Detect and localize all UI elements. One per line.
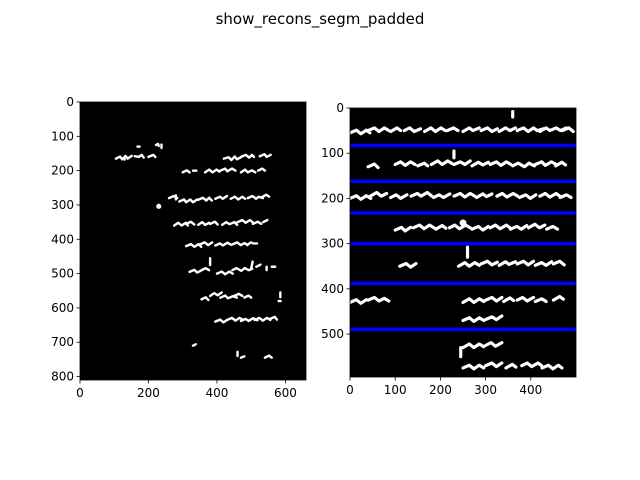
x-tick-label: 300 [474,383,497,397]
handwriting-stroke [461,361,564,371]
handwriting-stroke [156,203,162,209]
y-tick-label: 200 [321,191,344,205]
axes-frame [349,107,577,378]
handwriting-stroke [366,159,568,170]
handwriting-stroke [154,142,163,150]
handwriting-stroke [461,314,504,323]
x-tick-label: 400 [519,383,542,397]
handwriting-stroke [277,291,282,303]
x-tick-label: 100 [384,383,407,397]
y-tick-label: 400 [321,282,344,296]
handwriting-ink [350,110,575,371]
handwriting-stroke [114,153,157,161]
handwriting-stroke [350,126,575,136]
y-tick-label: 500 [51,267,74,281]
y-tick-label: 500 [321,327,344,341]
y-tick-label: 700 [51,335,74,349]
y-tick-label: 400 [51,232,74,246]
figure-title: show_recons_segm_padded [216,10,425,29]
handwriting-stroke [178,193,271,204]
image-background [80,102,306,380]
y-tick-label: 200 [51,164,74,178]
x-tick-label: 200 [429,383,452,397]
y-tick-label: 300 [321,237,344,251]
handwriting-stroke [461,341,504,350]
handwriting-stroke [188,266,211,274]
x-tick-label: 0 [346,383,354,397]
handwriting-stroke [215,260,277,276]
handwriting-stroke [263,354,273,359]
handwriting-stroke [459,219,467,227]
handwriting-stroke [222,152,272,162]
handwriting-stroke [184,241,259,249]
y-tick-label: 600 [51,301,74,315]
handwriting-stroke [172,220,239,227]
y-tick-label: 0 [66,95,74,109]
handwriting-stroke [167,194,179,201]
handwriting-stroke [181,167,237,174]
x-tick-label: 0 [76,386,84,400]
y-tick-label: 800 [51,370,74,384]
x-tick-label: 400 [206,386,229,400]
axes-frame [79,101,307,381]
y-tick-label: 100 [51,129,74,143]
y-tick-label: 100 [321,146,344,160]
x-tick-label: 200 [137,386,160,400]
left-image-panel: 0 200 400 600 0 100 200 300 400 500 600 700 800 [51,95,307,400]
handwriting-ink [114,142,282,359]
x-tick-label: 600 [274,386,297,400]
handwriting-stroke [350,190,573,201]
handwriting-stroke [236,350,246,359]
right-image-panel: 0 100 200 300 400 0 100 200 300 400 500 [321,101,577,397]
handwriting-stroke [236,218,269,226]
handwriting-stroke [200,291,253,302]
handwriting-stroke [214,315,279,324]
y-tick-label: 300 [51,198,74,212]
handwriting-stroke [239,167,267,174]
handwriting-stroke [350,294,565,305]
handwriting-stroke [393,222,560,233]
handwriting-stroke [398,259,566,269]
y-tick-label: 0 [336,101,344,115]
handwriting-stroke [191,343,197,347]
